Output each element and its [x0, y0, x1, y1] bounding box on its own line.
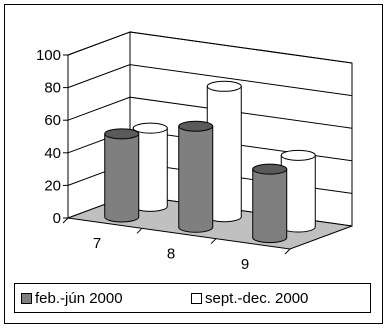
- gridline: [67, 64, 353, 97]
- gridline: [67, 96, 353, 129]
- bar-top-series-2-9: [280, 149, 316, 161]
- x-category-label: 9: [241, 256, 249, 273]
- bar-top-series-1-9: [252, 163, 288, 175]
- legend-label-series-2: sept.-dec. 2000: [205, 290, 309, 307]
- legend: feb.-jún 2000 sept.-dec. 2000: [14, 283, 371, 313]
- bar-top-series-1-7: [104, 128, 140, 140]
- bar-top-series-1-8: [178, 120, 214, 132]
- legend-swatch-series-1: [21, 293, 32, 304]
- y-tick-label: 0: [53, 210, 61, 227]
- legend-swatch-series-2: [191, 293, 202, 304]
- x-tick-mark: [136, 227, 143, 234]
- y-tick-label: 80: [44, 80, 61, 97]
- legend-item-series-2: sept.-dec. 2000: [191, 290, 308, 307]
- x-tick-mark: [62, 217, 69, 224]
- legend-label-series-1: feb.-jún 2000: [35, 290, 123, 307]
- y-tick-label: 60: [44, 112, 61, 129]
- gridline: [67, 31, 353, 64]
- x-tick-mark: [284, 248, 291, 255]
- legend-item-series-1: feb.-jún 2000: [21, 290, 123, 307]
- y-tick-label: 100: [36, 47, 61, 64]
- x-category-label: 7: [93, 235, 101, 252]
- bar-series-1-7: [104, 133, 140, 223]
- bar-series-1-9: [252, 168, 288, 244]
- x-category-label: 8: [167, 246, 175, 263]
- x-tick-mark: [210, 238, 217, 245]
- bar-top-series-2-7: [132, 122, 168, 134]
- y-tick-label: 40: [44, 145, 61, 162]
- y-tick-label: 20: [44, 177, 61, 194]
- bar-series-1-8: [178, 125, 214, 233]
- bar-top-series-2-8: [206, 80, 242, 92]
